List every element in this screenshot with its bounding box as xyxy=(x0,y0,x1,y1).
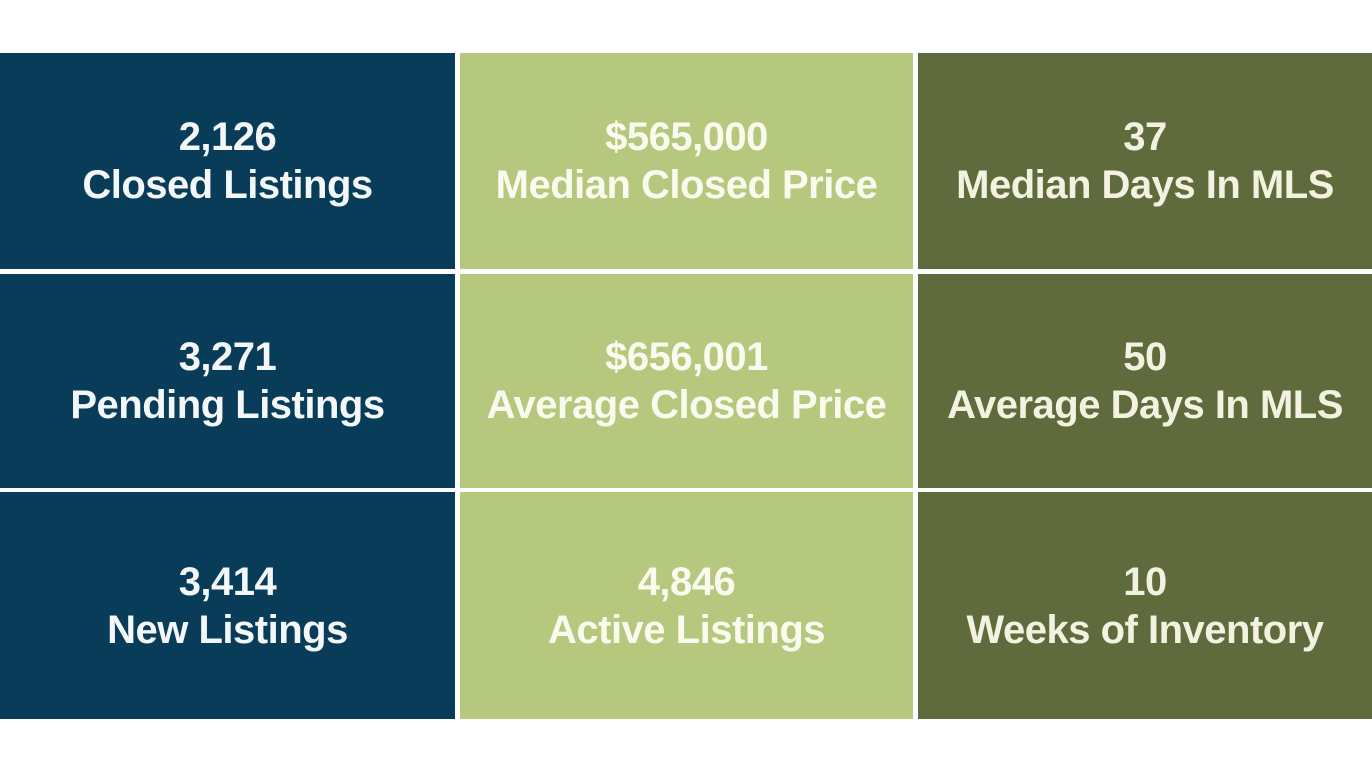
stat-label: Weeks of Inventory xyxy=(966,607,1324,652)
stat-tile-median-days-in-mls: 37 Median Days In MLS xyxy=(918,53,1372,269)
stat-label: New Listings xyxy=(107,607,348,652)
stat-value: $565,000 xyxy=(605,115,768,159)
stat-value: 4,846 xyxy=(637,559,736,604)
stat-tile-average-days-in-mls: 50 Average Days In MLS xyxy=(918,273,1372,488)
stat-label: Median Closed Price xyxy=(495,163,878,207)
stat-value: 2,126 xyxy=(178,115,277,159)
stats-grid: 2,126 Closed Listings $565,000 Median Cl… xyxy=(0,53,1372,719)
stat-value: 10 xyxy=(1123,559,1167,604)
stat-label: Pending Listings xyxy=(70,382,385,427)
stat-value: $656,001 xyxy=(605,334,768,379)
stat-value: 37 xyxy=(1123,115,1167,159)
stat-label: Average Days In MLS xyxy=(947,382,1343,427)
stat-label: Average Closed Price xyxy=(486,382,887,427)
stat-value: 50 xyxy=(1123,334,1167,379)
stat-tile-closed-listings: 2,126 Closed Listings xyxy=(0,53,455,269)
stat-tile-average-closed-price: $656,001 Average Closed Price xyxy=(460,273,913,488)
stat-tile-new-listings: 3,414 New Listings xyxy=(0,492,455,719)
stat-label: Closed Listings xyxy=(82,163,373,207)
stat-tile-weeks-of-inventory: 10 Weeks of Inventory xyxy=(918,492,1372,719)
stat-label: Median Days In MLS xyxy=(956,163,1334,207)
stat-value: 3,271 xyxy=(178,334,277,379)
stat-value: 3,414 xyxy=(178,559,277,604)
stat-label: Active Listings xyxy=(547,607,826,652)
stat-tile-active-listings: 4,846 Active Listings xyxy=(460,492,913,719)
stat-tile-median-closed-price: $565,000 Median Closed Price xyxy=(460,53,913,269)
stat-tile-pending-listings: 3,271 Pending Listings xyxy=(0,273,455,488)
